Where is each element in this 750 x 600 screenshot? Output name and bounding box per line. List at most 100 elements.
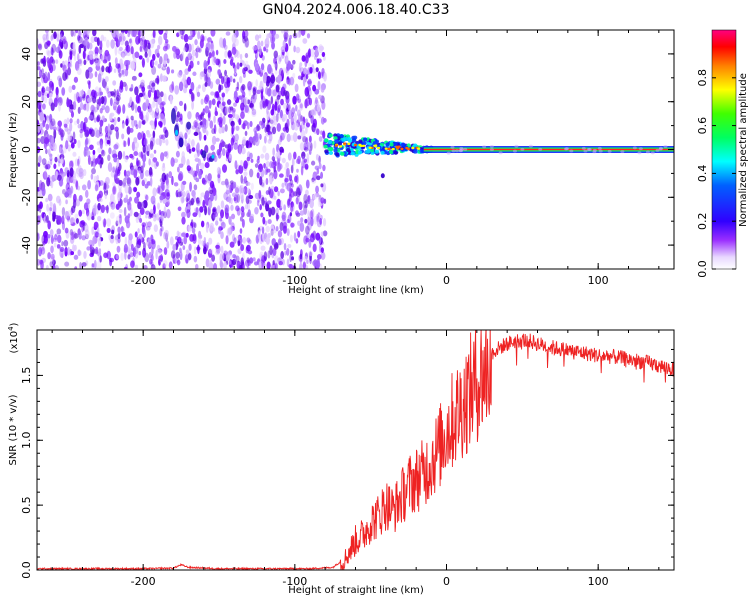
noise-blob [293, 45, 296, 53]
noise-blob [94, 59, 100, 67]
noise-blob [219, 261, 224, 269]
noise-blob [99, 159, 103, 169]
noise-blob [296, 95, 301, 104]
noise-blob [78, 30, 81, 39]
noise-blob [113, 117, 117, 126]
noise-blob [64, 261, 70, 267]
noise-blob [77, 36, 83, 44]
noise-blob [247, 250, 253, 255]
noise-blob [300, 129, 306, 139]
noise-blob [265, 161, 271, 167]
noise-blob [272, 247, 277, 257]
noise-blob [203, 236, 207, 244]
noise-blob [188, 35, 193, 41]
noise-blob [156, 244, 161, 251]
noise-blob [195, 198, 201, 207]
noise-blob [84, 126, 90, 137]
noise-blob [57, 120, 62, 128]
noise-blob [108, 136, 111, 147]
noise-blob [292, 59, 296, 65]
noise-blob [64, 246, 68, 257]
noise-blob [227, 259, 232, 266]
noise-blob [224, 50, 228, 59]
noise-blob [87, 180, 92, 190]
noise-blob [252, 87, 257, 96]
noise-blob [168, 171, 173, 179]
noise-blob [140, 165, 144, 174]
noise-blob [236, 50, 240, 59]
noise-blob [99, 119, 104, 127]
noise-blob [141, 86, 146, 93]
noise-blob [125, 194, 129, 201]
noise-blob [169, 95, 173, 105]
noise-blob [75, 198, 81, 207]
noise-blob [258, 261, 262, 269]
feature-blob [171, 108, 176, 125]
spectrogram-xtick-label: -100 [282, 274, 307, 287]
noise-blob [103, 252, 109, 259]
signal-halo [463, 147, 468, 151]
noise-blob [260, 68, 265, 73]
noise-blob [145, 221, 149, 229]
noise-blob [168, 261, 173, 269]
noise-blob [218, 83, 222, 93]
noise-blob [90, 157, 93, 162]
noise-blob [309, 233, 315, 243]
noise-blob [112, 199, 117, 210]
noise-blob [106, 227, 111, 234]
noise-blob [119, 58, 123, 66]
noise-blob [66, 128, 71, 135]
noise-blob [49, 113, 53, 123]
signal-blob [333, 148, 338, 153]
noise-blob [287, 214, 292, 224]
noise-blob [243, 171, 248, 177]
signal-blob [370, 150, 375, 155]
noise-blob [45, 148, 48, 155]
noise-blob [226, 227, 232, 237]
noise-blob [304, 199, 309, 209]
noise-blob [86, 212, 92, 221]
noise-blob [241, 147, 246, 155]
noise-blob [140, 113, 144, 121]
noise-blob [295, 187, 301, 198]
signal-halo [655, 148, 660, 152]
noise-blob [58, 179, 64, 187]
noise-blob [194, 121, 198, 129]
noise-blob [138, 72, 143, 78]
noise-blob [231, 258, 237, 266]
noise-blob [201, 35, 205, 43]
noise-blob [109, 212, 115, 219]
noise-blob [310, 216, 314, 227]
noise-blob [286, 133, 291, 143]
snr-ylabel: SNR (10 * v/v) [8, 394, 19, 465]
noise-blob [149, 39, 155, 49]
noise-blob [97, 215, 102, 222]
noise-blob [69, 104, 75, 110]
noise-blob [120, 227, 126, 233]
signal-halo [587, 148, 592, 152]
noise-blob [111, 149, 117, 159]
noise-blob [92, 204, 97, 214]
noise-blob [107, 123, 111, 133]
noise-blob [277, 107, 281, 113]
noise-blob [320, 171, 324, 179]
noise-blob [147, 221, 152, 228]
noise-blob [308, 97, 313, 106]
colorbar-tick-label: 0.2 [696, 212, 709, 230]
noise-blob [163, 259, 168, 268]
noise-blob [204, 162, 210, 169]
noise-blob [151, 60, 155, 67]
signal-blob [333, 136, 338, 141]
noise-blob [244, 259, 250, 267]
snr-xtick-label: 100 [588, 575, 609, 588]
noise-blob [57, 215, 62, 225]
noise-blob [105, 39, 110, 48]
spectrogram-xtick-label: -200 [131, 274, 156, 287]
noise-blob [94, 71, 98, 78]
noise-blob [61, 241, 64, 247]
noise-blob [45, 215, 49, 223]
noise-blob [47, 160, 51, 171]
noise-blob [271, 126, 277, 135]
signal-peak [391, 147, 395, 151]
noise-blob [271, 36, 275, 44]
